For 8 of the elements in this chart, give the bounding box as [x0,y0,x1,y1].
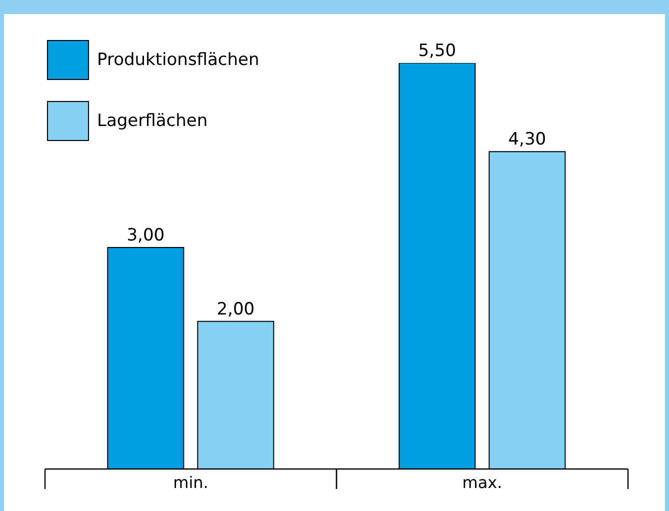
x-tick-label: min. [173,473,208,492]
legend-label: Produktionsflächen [97,50,260,70]
data-label: 5,50 [418,41,456,61]
data-label: 4,30 [508,130,546,150]
data-label: 2,00 [216,299,255,320]
data-label: 3,00 [126,226,165,246]
x-tick-label: max. [462,473,502,492]
legend-label: Lagerflächen [97,111,208,131]
